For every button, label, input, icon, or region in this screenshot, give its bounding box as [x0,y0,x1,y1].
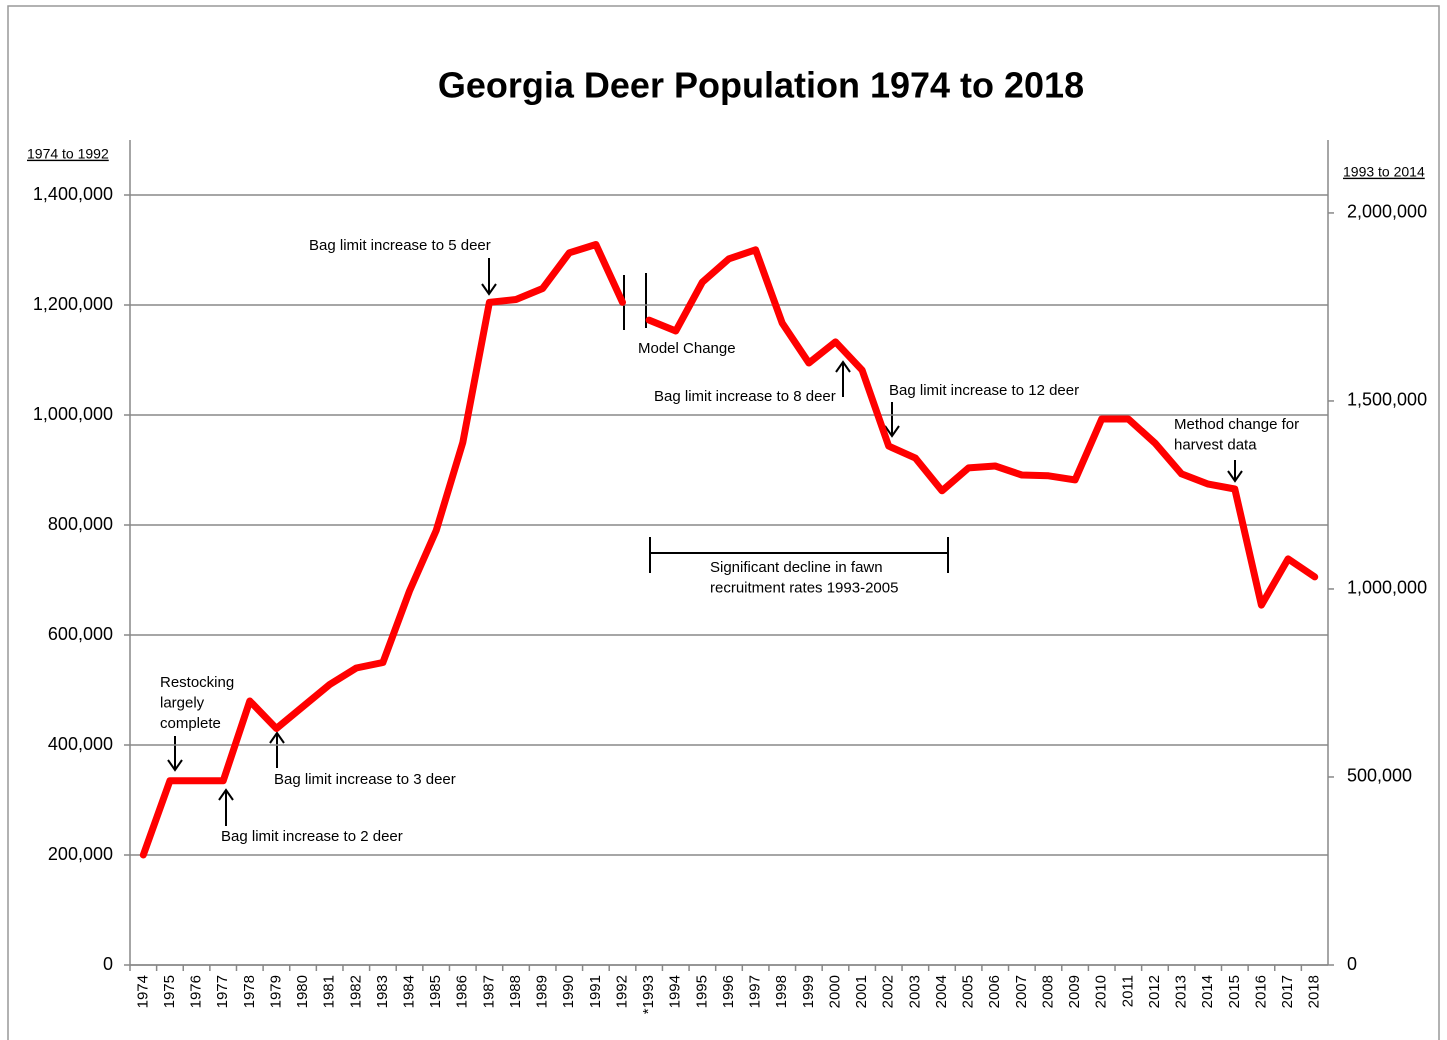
y2-tick-label: 1,500,000 [1347,390,1427,410]
x-tick-label: 2012 [1146,975,1163,1008]
x-tick-label: 1980 [294,975,311,1008]
x-tick-label: 1996 [720,975,737,1008]
x-tick-label: 1987 [480,975,497,1008]
x-tick-label: 2008 [1039,975,1056,1008]
x-tick-label: 1983 [374,975,391,1008]
y-tick-label: 0 [103,954,113,974]
x-tick-label: 2018 [1306,975,1323,1008]
y-tick-label: 200,000 [48,844,113,864]
x-tick-label: 1995 [693,975,710,1008]
x-tick-label: 1975 [161,975,178,1008]
y2-tick-label: 500,000 [1347,766,1412,786]
x-tick-label: 1982 [347,975,364,1008]
x-tick-label: 1999 [800,975,817,1008]
y-tick-label: 400,000 [48,734,113,754]
x-tick-label: 2000 [826,975,843,1008]
x-tick-label: 2009 [1066,975,1083,1008]
x-tick-label: 2002 [880,975,897,1008]
annotation: Model Change [638,340,736,357]
x-tick-label: 2001 [853,975,870,1008]
annotation-marks [167,258,1243,826]
series-line [645,246,1319,609]
annotation: Bag limit increase to 2 deer [221,828,403,845]
x-tick-label: 1974 [134,975,151,1008]
frame [7,5,1440,1040]
x-tick-label: 1990 [560,975,577,1008]
x-tick-label: 2017 [1279,975,1296,1008]
x-tick-label: 2010 [1093,975,1110,1008]
annotation: largely [160,694,205,711]
x-tick-label: 1984 [401,975,418,1008]
x-tick-label: 1992 [613,975,630,1008]
y-tick-label: 600,000 [48,624,113,644]
x-tick-label: 1978 [241,975,258,1008]
x-tick-label: 1991 [587,975,604,1008]
annotation: Bag limit increase to 5 deer [309,237,491,254]
x-tick-label: 1979 [267,975,284,1008]
x-tick-label: 1976 [188,975,205,1008]
x-tick-label: 1997 [747,975,764,1008]
x-tick-label: 1986 [454,975,471,1008]
series-line [139,241,626,859]
annotation: Restocking [160,674,234,691]
x-tick-label: 1988 [507,975,524,1008]
annotation: Bag limit increase to 3 deer [274,771,456,788]
y2-tick-label: 0 [1347,954,1357,974]
y-tick-label: 1,200,000 [33,294,113,314]
y2-tick-label: 2,000,000 [1347,202,1427,222]
x-tick-label: 2006 [986,975,1003,1008]
x-tick-label: 2004 [933,975,950,1008]
x-tick-label: 2005 [960,975,977,1008]
x-tick-label: 2014 [1199,975,1216,1008]
y2-tick-label: 1,000,000 [1347,578,1427,598]
x-tick-label: 1977 [214,975,231,1008]
x-tick-label: 1994 [667,975,684,1008]
x-tick-label: 1981 [321,975,338,1008]
y-tick-label: 800,000 [48,514,113,534]
x-tick-label: 2011 [1119,975,1136,1007]
x-tick-label: 2015 [1226,975,1243,1008]
x-tick-label: 2003 [906,975,923,1008]
y-tick-label: 1,000,000 [33,404,113,424]
annotation: complete [160,715,221,732]
x-tick-label: 2013 [1173,975,1190,1008]
x-tick-label: 2016 [1252,975,1269,1008]
x-tick-label: *1993 [640,975,657,1014]
right-axis-header: 1993 to 2014 [1343,164,1425,180]
x-tick-label: 1998 [773,975,790,1008]
annotation: Method change for [1174,416,1299,433]
annotation: Bag limit increase to 8 deer [654,388,836,405]
y-tick-label: 1,400,000 [33,184,113,204]
annotation: Bag limit increase to 12 deer [889,382,1079,399]
left-axis-header: 1974 to 1992 [27,146,109,162]
annotation: Significant decline in fawn [710,559,883,576]
annotation: harvest data [1174,436,1257,453]
chart-title: Georgia Deer Population 1974 to 2018 [438,65,1084,106]
x-tick-label: 1989 [534,975,551,1008]
annotation: recruitment rates 1993-2005 [710,579,898,596]
x-tick-label: 2007 [1013,975,1030,1008]
x-tick-label: 1985 [427,975,444,1008]
